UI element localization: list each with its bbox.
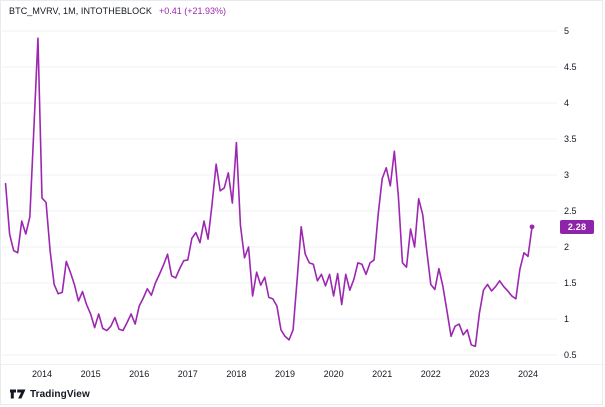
time-tick-label: 2016 bbox=[129, 369, 150, 379]
time-tick-label: 2014 bbox=[31, 369, 53, 379]
time-tick-label: 2023 bbox=[469, 369, 490, 379]
last-price-badge: 2.28 bbox=[560, 219, 594, 234]
price-tick-label: 2.5 bbox=[564, 205, 577, 216]
tradingview-logo-text: TradingView bbox=[30, 388, 90, 400]
time-tick-label: 2019 bbox=[274, 369, 296, 379]
time-tick-label: 2017 bbox=[177, 369, 198, 379]
price-tick-label: 2 bbox=[564, 241, 570, 252]
grid-lines bbox=[2, 30, 557, 356]
price-tick-label: 0.5 bbox=[564, 349, 577, 360]
time-axis-separator bbox=[1, 364, 604, 365]
price-tick-label: 4 bbox=[564, 97, 570, 108]
symbol-title[interactable]: BTC_MVRV, 1M, INTOTHEBLOCK bbox=[9, 6, 152, 16]
price-tick-label: 5 bbox=[564, 25, 570, 36]
last-point-marker bbox=[529, 224, 535, 230]
price-tick-label: 1 bbox=[564, 313, 570, 324]
change-value: +0.41 (+21.93%) bbox=[158, 6, 227, 16]
tradingview-logo-icon bbox=[10, 389, 26, 399]
price-tick-label: 3.5 bbox=[564, 133, 577, 144]
time-axis[interactable]: 2014 2015 2016 2017 2018 2019 2020 2021 2022 2023… bbox=[1, 364, 557, 386]
price-tick-label: 3 bbox=[564, 169, 570, 180]
time-tick-label: 2021 bbox=[372, 369, 393, 379]
price-line bbox=[4, 37, 533, 348]
time-tick-label: 2018 bbox=[226, 369, 247, 379]
price-axis[interactable]: 2.28 5 4.5 4 3.5 3 2.5 2 1.5 1 0.5 bbox=[555, 1, 602, 364]
time-tick-label: 2022 bbox=[420, 369, 441, 379]
price-tick-label: 1.5 bbox=[564, 277, 577, 288]
time-tick-label: 2015 bbox=[80, 369, 101, 379]
time-tick-label: 2024 bbox=[517, 369, 539, 379]
price-tick-label: 4.5 bbox=[564, 61, 577, 72]
time-tick-label: 2020 bbox=[323, 369, 344, 379]
tradingview-logo[interactable]: TradingView bbox=[10, 388, 90, 400]
chart-legend: BTC_MVRV, 1M, INTOTHEBLOCK +0.41 (+21.93… bbox=[9, 6, 226, 17]
